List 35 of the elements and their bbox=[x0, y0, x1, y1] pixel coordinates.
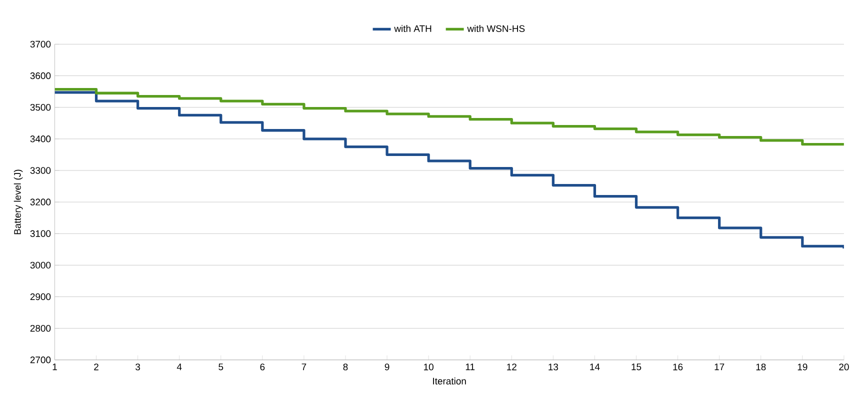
x-tick-label: 1 bbox=[52, 363, 57, 370]
x-tick-label: 14 bbox=[590, 363, 600, 370]
x-tick-label: 4 bbox=[176, 363, 182, 370]
y-tick-label: 3600 bbox=[30, 72, 51, 79]
y-tick-label: 2800 bbox=[30, 324, 51, 332]
legend-label: with ATH bbox=[394, 24, 432, 32]
y-tick-label: 2900 bbox=[30, 293, 51, 300]
x-tick-label: 8 bbox=[343, 363, 348, 370]
x-tick-label: 13 bbox=[548, 363, 558, 370]
x-tick-label: 19 bbox=[798, 363, 808, 370]
x-tick-label: 15 bbox=[632, 363, 642, 370]
x-tick-label: 17 bbox=[714, 363, 724, 370]
x-tick-label: 10 bbox=[424, 363, 434, 370]
y-tick-label: 3200 bbox=[30, 198, 51, 206]
y-tick-label: 2700 bbox=[30, 356, 51, 364]
x-tick-label: 7 bbox=[302, 363, 306, 370]
legend-label: with WSN-HS bbox=[467, 24, 525, 32]
y-tick-label: 3000 bbox=[30, 262, 51, 268]
y-tick-label: 3700 bbox=[30, 40, 51, 48]
x-tick-label: 18 bbox=[756, 363, 766, 370]
x-tick-label: 5 bbox=[218, 363, 224, 370]
x-tick-label: 12 bbox=[507, 363, 516, 370]
x-tick-label: 6 bbox=[260, 363, 265, 370]
x-tick-label: 16 bbox=[673, 363, 683, 370]
y-axis-title: Battery level (J) bbox=[14, 170, 23, 234]
y-tick-label: 3400 bbox=[30, 135, 51, 142]
x-tick-label: 20 bbox=[839, 363, 849, 370]
x-axis-title: Iteration bbox=[433, 377, 466, 384]
y-tick-label: 3500 bbox=[30, 104, 51, 110]
x-tick-label: 2 bbox=[94, 363, 98, 370]
y-tick-label: 3300 bbox=[30, 166, 51, 174]
x-tick-label: 11 bbox=[466, 363, 475, 370]
x-tick-label: 9 bbox=[384, 363, 390, 370]
y-tick-label: 3100 bbox=[30, 230, 51, 237]
x-tick-label: 3 bbox=[136, 363, 140, 370]
